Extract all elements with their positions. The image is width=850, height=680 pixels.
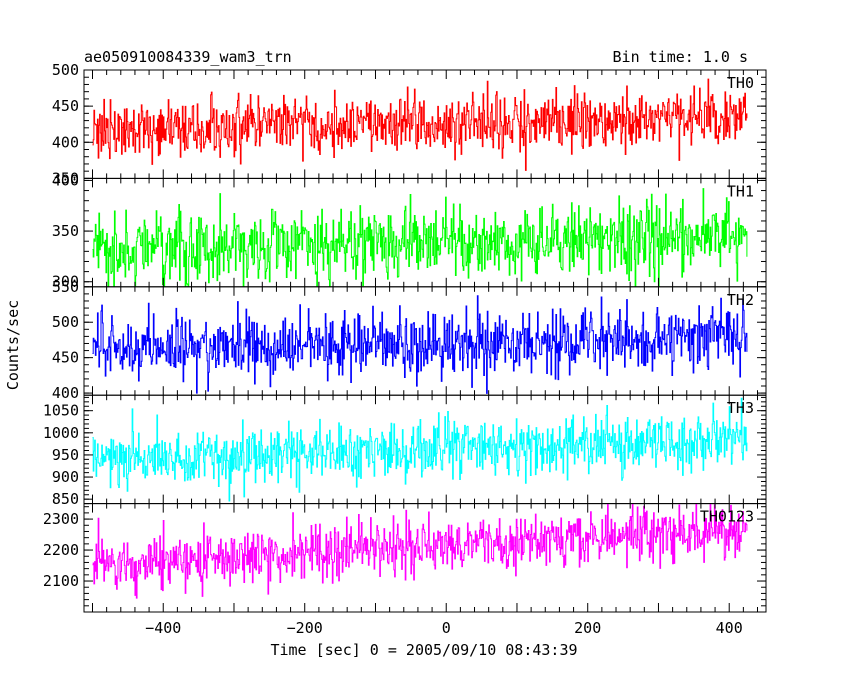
y-tick-label: 450 xyxy=(52,97,79,115)
y-tick-label: 500 xyxy=(52,313,79,331)
x-tick-label: 0 xyxy=(442,619,451,637)
panel-frame xyxy=(83,503,767,613)
panel-th2: 400 450 500 550 TH2 xyxy=(52,278,767,402)
bin-time-label: Bin time: 1.0 s xyxy=(613,48,748,66)
y-tick-label: 900 xyxy=(52,468,79,486)
y-tick-label: 2100 xyxy=(43,572,79,590)
y-tick-label: 450 xyxy=(52,349,79,367)
y-tick-label: 1050 xyxy=(43,402,79,420)
panel-th3: 850 900 950 1000 1050 TH3 xyxy=(43,394,767,508)
y-tick-label: 400 xyxy=(52,384,79,402)
panel-th0123: 2100 2200 2300 TH0123 xyxy=(43,503,767,613)
x-axis-label: Time [sec] 0 = 2005/09/10 08:43:39 xyxy=(270,641,577,659)
y-tick-label: 950 xyxy=(52,446,79,464)
x-tick-label: 200 xyxy=(574,619,601,637)
y-tick-label: 300 xyxy=(52,273,79,291)
y-tick-label: 2200 xyxy=(43,541,79,559)
series-line-th0 xyxy=(92,78,748,171)
y-tick-label: 400 xyxy=(52,171,79,189)
series-line-th1 xyxy=(92,188,748,287)
panel-label: TH0123 xyxy=(700,508,754,526)
panel-label: TH1 xyxy=(727,182,754,200)
y-tick-label: 1000 xyxy=(43,424,79,442)
panel-label: TH2 xyxy=(727,291,754,309)
chart-title: ae050910084339_wam3_trn xyxy=(84,48,292,66)
panel-label: TH0 xyxy=(727,74,754,92)
x-tick-label: 400 xyxy=(716,619,743,637)
y-axis-label: Counts/sec xyxy=(4,300,22,390)
y-tick-label: 2300 xyxy=(43,510,79,528)
panels-group: 350400450500TH0300350400TH1400450500550T… xyxy=(43,61,767,613)
y-tick-label: 400 xyxy=(52,133,79,151)
panel-label: TH3 xyxy=(727,399,754,417)
y-tick-label: 350 xyxy=(52,222,79,240)
x-tick-label: −200 xyxy=(287,619,323,637)
y-tick-label: 850 xyxy=(52,490,79,508)
series-line-th3 xyxy=(92,397,748,502)
y-tick-label: 350 xyxy=(52,169,79,187)
x-tick-label: −400 xyxy=(145,619,181,637)
series-line-th0123 xyxy=(92,503,748,599)
x-axis: −400 −200 0 200 400 xyxy=(145,619,743,637)
series-line-th2 xyxy=(92,295,748,394)
y-tick-label: 550 xyxy=(52,278,79,296)
y-tick-label: 500 xyxy=(52,61,79,79)
